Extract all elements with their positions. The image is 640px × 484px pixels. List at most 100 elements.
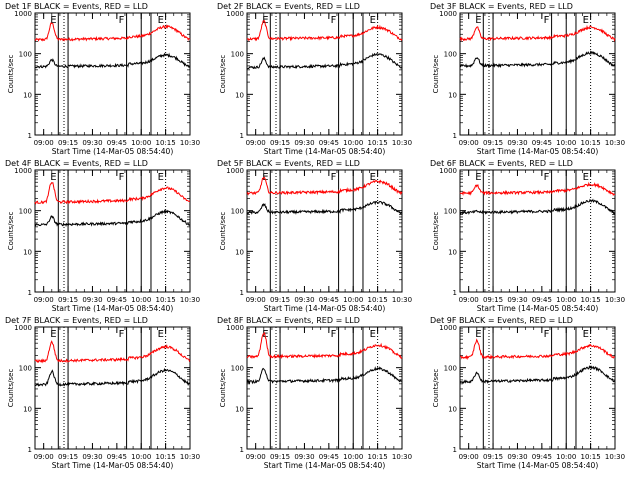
series-lld-red [459,181,616,197]
y-tick-label: 1000 [439,167,457,175]
panel-title: Det 8F BLACK = Events, RED = LLD [217,316,360,325]
x-tick-label: 09:15 [58,139,78,147]
x-tick-label: 10:30 [605,453,625,461]
x-tick-label: 10:15 [581,139,601,147]
event-marker-label: E [475,172,481,183]
panel-title: Det 6F BLACK = Events, RED = LLD [430,159,573,168]
detector-panel-5: Det 5F BLACK = Events, RED = LLD 1 10 100 10… [217,159,412,313]
event-marker-label: F [119,15,125,26]
event-marker-label: E [475,329,481,340]
y-tick-label: 1000 [226,167,244,175]
x-tick-label: 10:15 [581,453,601,461]
event-marker-label: F [544,172,550,183]
x-tick-label: 09:15 [483,139,503,147]
event-marker-label: E [50,15,56,26]
panel-title: Det 5F BLACK = Events, RED = LLD [217,159,360,168]
panel-title: Det 3F BLACK = Events, RED = LLD [430,2,573,11]
x-tick-label: 09:00 [459,139,479,147]
x-tick-label: 10:00 [131,139,151,147]
y-axis-label: Counts/sec [432,212,440,251]
y-axis-label: Counts/sec [7,55,15,94]
series-lld-red [246,331,403,360]
event-marker-label: E [50,329,56,340]
detector-panel-6: Det 6F BLACK = Events, RED = LLD 1 10 100 10… [430,159,625,313]
event-marker-label: E [370,172,376,183]
y-tick-label: 1000 [226,10,244,18]
y-tick-label: 1 [453,289,457,297]
event-marker-label: E [370,15,376,26]
y-tick-label: 100 [19,365,32,373]
series-events-black [459,50,616,69]
x-tick-label: 09:00 [34,453,54,461]
plot-frame [246,12,403,136]
detector-panel-8: Det 8F BLACK = Events, RED = LLD 1 10 100 10… [217,316,412,470]
x-tick-label: 10:00 [131,296,151,304]
plot-frame [246,326,403,450]
x-tick-label: 10:30 [392,296,412,304]
event-marker-label: F [119,329,125,340]
detector-panel-3: Det 3F BLACK = Events, RED = LLD 1 10 100 10… [430,2,625,156]
y-tick-label: 1000 [226,324,244,332]
x-tick-label: 09:15 [58,453,78,461]
x-tick-label: 10:15 [368,139,388,147]
panel-title: Det 2F BLACK = Events, RED = LLD [217,2,360,11]
x-tick-label: 09:30 [507,139,527,147]
y-tick-label: 100 [231,51,244,59]
plot-frame [34,326,191,450]
x-tick-label: 10:00 [556,296,576,304]
series-lld-red [34,182,191,205]
plot-frame [34,169,191,293]
detector-panel-4: Det 4F BLACK = Events, RED = LLD 1 10 100 10… [5,159,200,313]
x-tick-label: 10:15 [581,296,601,304]
x-tick-label: 10:00 [556,453,576,461]
x-tick-label: 10:15 [368,453,388,461]
y-tick-label: 1 [240,446,244,454]
y-tick-label: 1 [28,446,32,454]
plot-frame [459,326,616,450]
y-tick-label: 10 [23,91,32,99]
event-marker-label: E [158,329,164,340]
x-tick-label: 10:30 [605,296,625,304]
y-tick-label: 1 [28,132,32,140]
series-events-black [34,52,191,69]
y-tick-label: 1000 [439,10,457,18]
x-tick-label: 10:15 [156,453,176,461]
x-tick-label: 10:00 [556,139,576,147]
event-marker-label: F [331,329,337,340]
x-tick-label: 10:30 [392,453,412,461]
event-marker-label: E [50,172,56,183]
x-tick-label: 10:30 [392,139,412,147]
x-tick-label: 10:15 [368,296,388,304]
series-lld-red [34,340,191,364]
x-axis-label: Start Time (14-Mar-05 08:54:40) [264,147,386,156]
event-marker-label: E [583,15,589,26]
detector-panel-9: Det 9F BLACK = Events, RED = LLD 1 10 100 10… [430,316,625,470]
y-tick-label: 1000 [14,324,32,332]
y-tick-label: 1000 [14,167,32,175]
y-tick-label: 1 [240,132,244,140]
x-tick-label: 09:00 [246,453,266,461]
y-tick-label: 1 [453,132,457,140]
y-axis-label: Counts/sec [219,212,227,251]
series-lld-red [459,338,616,361]
y-tick-label: 100 [231,208,244,216]
x-tick-label: 09:45 [107,453,127,461]
x-tick-label: 09:15 [58,296,78,304]
series-events-black [34,209,191,228]
x-tick-label: 10:00 [343,139,363,147]
x-tick-label: 09:00 [34,139,54,147]
x-tick-label: 09:15 [483,296,503,304]
y-tick-label: 100 [444,208,457,216]
x-tick-label: 09:45 [319,139,339,147]
x-tick-label: 09:30 [82,296,102,304]
y-tick-label: 10 [448,248,457,256]
y-tick-label: 100 [444,365,457,373]
x-tick-label: 09:15 [483,453,503,461]
panel-title: Det 1F BLACK = Events, RED = LLD [5,2,148,11]
x-axis-label: Start Time (14-Mar-05 08:54:40) [52,304,174,313]
y-tick-label: 1 [240,289,244,297]
series-events-black [246,366,403,385]
x-tick-label: 09:45 [532,296,552,304]
x-axis-label: Start Time (14-Mar-05 08:54:40) [264,461,386,470]
